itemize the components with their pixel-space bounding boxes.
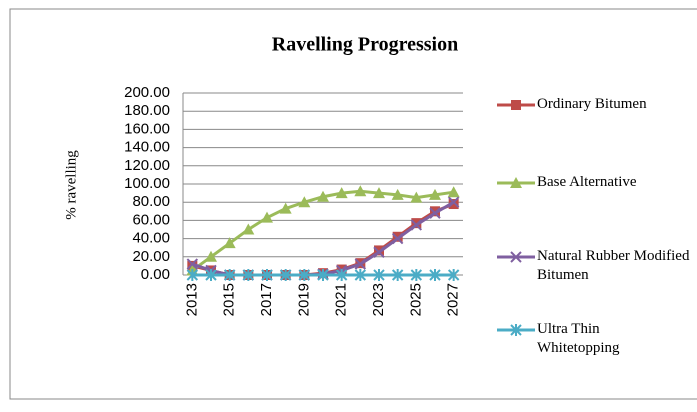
marker: [391, 269, 404, 281]
y-tick-label: 80.00: [132, 193, 170, 210]
marker: [429, 188, 441, 200]
marker: [242, 269, 255, 281]
chart-frame: [9, 8, 697, 400]
y-tick-label: 120.00: [124, 157, 170, 174]
marker: [335, 269, 348, 281]
x-tick-label: 2021: [333, 283, 350, 316]
x-tick-label: 2017: [258, 283, 275, 316]
y-tick-label: 0.00: [141, 266, 170, 283]
marker: [391, 232, 404, 245]
y-tick-label: 180.00: [124, 102, 170, 119]
chart-title: Ravelling Progression: [272, 34, 458, 56]
marker: [186, 269, 199, 281]
marker: [510, 324, 522, 336]
marker: [411, 218, 422, 229]
marker: [510, 177, 522, 188]
marker: [242, 223, 255, 235]
marker: [430, 206, 440, 217]
marker: [205, 250, 217, 262]
legend-label: Ordinary Bitumen: [537, 96, 647, 112]
marker: [279, 269, 292, 281]
y-tick-label: 20.00: [132, 248, 170, 265]
marker: [186, 258, 199, 270]
legend-label: Base Alternative: [537, 174, 637, 190]
marker: [429, 207, 441, 219]
marker: [448, 199, 459, 210]
marker: [205, 269, 217, 281]
marker: [510, 251, 522, 263]
marker: [391, 188, 404, 200]
marker: [223, 269, 236, 281]
y-tick-label: 60.00: [132, 211, 170, 228]
marker: [335, 187, 348, 199]
marker: [373, 187, 385, 199]
marker: [317, 269, 329, 281]
marker: [447, 186, 460, 198]
x-tick-label: 2023: [370, 283, 387, 316]
y-tick-label: 100.00: [124, 175, 170, 192]
marker: [410, 191, 423, 203]
marker: [261, 211, 273, 223]
marker: [410, 219, 423, 231]
marker: [373, 246, 385, 258]
x-tick-label: 2025: [407, 283, 424, 316]
marker: [317, 190, 329, 202]
y-tick-label: 200.00: [124, 84, 170, 101]
marker: [279, 202, 292, 214]
marker: [298, 269, 311, 281]
marker: [373, 269, 385, 281]
marker: [223, 237, 236, 249]
x-tick-label: 2013: [183, 283, 200, 316]
marker: [410, 269, 423, 281]
x-tick-label: 2027: [445, 283, 462, 316]
marker: [298, 196, 311, 208]
marker: [447, 269, 460, 281]
y-tick-label: 140.00: [124, 139, 170, 156]
y-tick-label: 160.00: [124, 120, 170, 137]
marker: [354, 269, 367, 281]
y-tick-label: 40.00: [132, 230, 170, 247]
x-tick-label: 2019: [295, 283, 312, 316]
marker: [261, 269, 273, 281]
y-axis-label: % ravelling: [63, 150, 79, 220]
legend-label: Ultra Thin Whitetopping: [537, 321, 620, 356]
marker: [429, 269, 441, 281]
marker: [511, 100, 521, 110]
marker: [354, 258, 367, 270]
legend-label: Natural Rubber Modified Bitumen: [537, 248, 690, 283]
marker: [354, 185, 367, 197]
marker: [447, 196, 460, 208]
x-tick-label: 2015: [221, 283, 238, 316]
